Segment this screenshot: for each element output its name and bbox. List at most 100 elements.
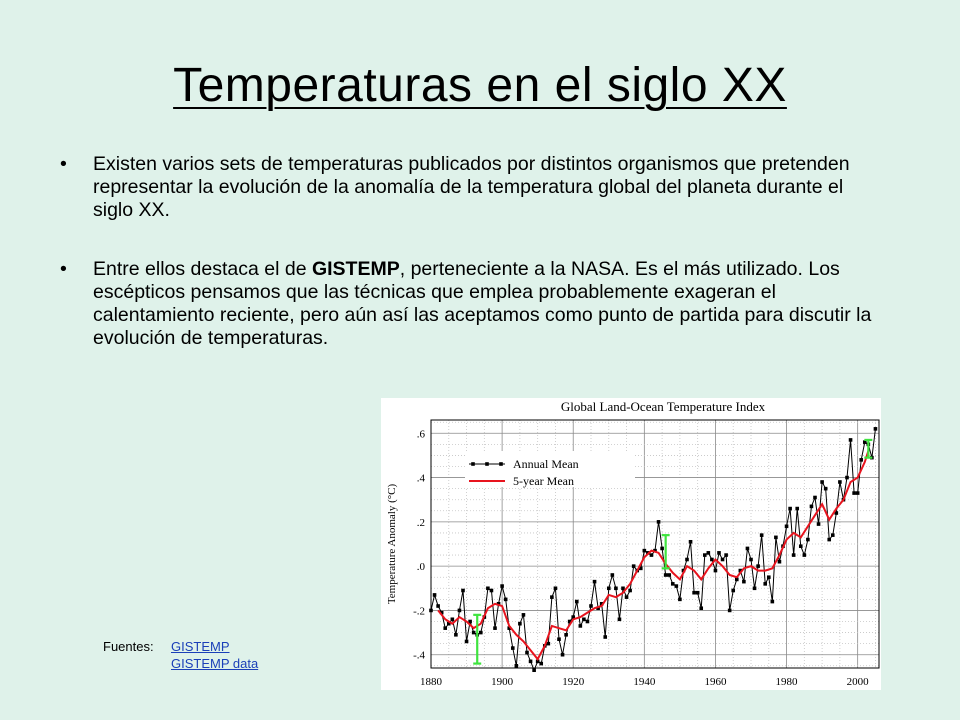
annual-mean-point bbox=[574, 599, 579, 604]
annual-mean-point bbox=[560, 652, 565, 657]
annual-mean-point bbox=[493, 626, 497, 630]
bullet-text-part: , perteneciente a la NASA. Es el más uti… bbox=[93, 258, 872, 349]
annual-mean-point bbox=[678, 597, 682, 602]
annual-mean-point bbox=[724, 553, 728, 557]
annual-mean-point bbox=[766, 575, 771, 580]
annual-mean-point bbox=[614, 586, 618, 591]
annual-mean-point bbox=[603, 635, 608, 639]
legend-annual-marker bbox=[485, 462, 489, 466]
annual-mean-point bbox=[450, 617, 455, 622]
annual-mean-point bbox=[638, 566, 643, 571]
annual-mean-point bbox=[720, 557, 725, 562]
bullet-text: Entre ellos destaca el de GISTEMP, perte… bbox=[93, 258, 883, 350]
annual-mean-point bbox=[660, 546, 664, 551]
annual-mean-point bbox=[507, 626, 512, 630]
annual-mean-point bbox=[838, 480, 842, 484]
annual-mean-point bbox=[503, 597, 508, 602]
annual-mean-point bbox=[443, 626, 448, 630]
annual-mean-point bbox=[454, 632, 458, 637]
annual-mean-point bbox=[685, 557, 689, 562]
annual-mean-point bbox=[752, 586, 757, 591]
annual-mean-point bbox=[432, 593, 437, 597]
annual-mean-point bbox=[862, 440, 867, 444]
annual-mean-point bbox=[439, 610, 444, 615]
annual-mean-point bbox=[763, 582, 768, 586]
annual-mean-point bbox=[528, 659, 533, 664]
sources-block: Fuentes: GISTEMP GISTEMP data bbox=[103, 638, 258, 672]
y-tick-label: -.2 bbox=[413, 605, 425, 617]
annual-mean-point bbox=[585, 619, 590, 624]
annual-mean-point bbox=[734, 577, 739, 582]
gistemp-data-link[interactable]: GISTEMP data bbox=[171, 656, 259, 671]
sources-row: GISTEMP data bbox=[103, 655, 258, 672]
annual-mean-point bbox=[670, 582, 675, 586]
annual-mean-point bbox=[791, 553, 796, 557]
annual-mean-point bbox=[823, 486, 828, 491]
y-tick-label: .0 bbox=[417, 561, 426, 573]
annual-mean-point bbox=[699, 606, 704, 611]
legend-annual-marker bbox=[499, 462, 503, 466]
bullet-bold-term: GISTEMP bbox=[311, 258, 400, 280]
annual-mean-point bbox=[770, 599, 775, 604]
annual-mean-point bbox=[567, 619, 572, 624]
legend-annual-marker bbox=[471, 462, 475, 466]
annual-mean-point bbox=[702, 553, 707, 557]
sources-row: Fuentes: GISTEMP bbox=[103, 638, 258, 655]
annual-mean-point bbox=[848, 438, 853, 442]
annual-mean-point bbox=[788, 506, 792, 511]
annual-mean-point bbox=[855, 491, 860, 495]
annual-mean-point bbox=[471, 630, 476, 635]
annual-mean-point bbox=[478, 630, 483, 635]
y-axis-label: Temperature Anomaly (°C) bbox=[386, 484, 398, 605]
annual-mean-point bbox=[777, 559, 782, 564]
annual-mean-point bbox=[727, 608, 732, 613]
annual-mean-point bbox=[852, 491, 856, 495]
annual-mean-point bbox=[550, 595, 554, 599]
annual-mean-point bbox=[532, 668, 536, 673]
annual-mean-point bbox=[599, 601, 604, 606]
annual-mean-point bbox=[624, 595, 629, 599]
annual-mean-point bbox=[663, 573, 668, 577]
annual-mean-point bbox=[656, 520, 661, 524]
x-tick-label: 1980 bbox=[776, 676, 799, 688]
bullet-text: Existen varios sets de temperaturas publ… bbox=[93, 153, 850, 221]
x-tick-label: 1900 bbox=[491, 676, 513, 688]
annual-mean-point bbox=[834, 511, 839, 515]
annual-mean-point bbox=[845, 475, 849, 480]
temperature-chart: Global Land-Ocean Temperature Index 1880 1… bbox=[381, 398, 881, 690]
annual-mean-point bbox=[461, 588, 465, 593]
annual-mean-point bbox=[578, 624, 583, 628]
annual-mean-point bbox=[436, 604, 440, 608]
annual-mean-point bbox=[774, 535, 778, 540]
chart-svg: Global Land-Ocean Temperature Index 1880 1… bbox=[386, 399, 880, 688]
annual-mean-point bbox=[446, 621, 451, 626]
annual-mean-point bbox=[553, 586, 558, 591]
annual-mean-point bbox=[756, 564, 760, 568]
annual-mean-point bbox=[806, 537, 810, 542]
annual-mean-point bbox=[717, 551, 721, 555]
legend-five-year-label: 5-year Mean bbox=[513, 474, 574, 488]
annual-mean-point bbox=[820, 480, 824, 484]
annual-mean-point bbox=[521, 613, 526, 617]
legend-annual-label: Annual Mean bbox=[513, 457, 579, 471]
annual-mean-point bbox=[557, 637, 561, 642]
annual-mean-point bbox=[429, 608, 433, 613]
gistemp-link[interactable]: GISTEMP bbox=[171, 639, 230, 654]
bullet-dot: • bbox=[60, 153, 67, 175]
annual-mean-point bbox=[784, 524, 789, 529]
annual-mean-point bbox=[710, 557, 714, 562]
annual-mean-point bbox=[859, 458, 864, 462]
annual-mean-point bbox=[695, 590, 700, 595]
annual-mean-point bbox=[827, 537, 832, 542]
annual-mean-point bbox=[742, 579, 746, 584]
annual-mean-point bbox=[681, 568, 686, 573]
y-tick-label: .6 bbox=[417, 428, 426, 440]
y-tick-label: .2 bbox=[417, 517, 425, 529]
slide-title: Temperaturas en el siglo XX bbox=[173, 59, 787, 112]
annual-mean-point bbox=[802, 553, 807, 557]
annual-mean-point bbox=[510, 646, 515, 650]
y-tick-label: -.4 bbox=[413, 650, 425, 662]
annual-mean-point bbox=[674, 584, 679, 588]
annual-mean-point bbox=[830, 533, 835, 537]
annual-mean-point bbox=[667, 573, 672, 577]
